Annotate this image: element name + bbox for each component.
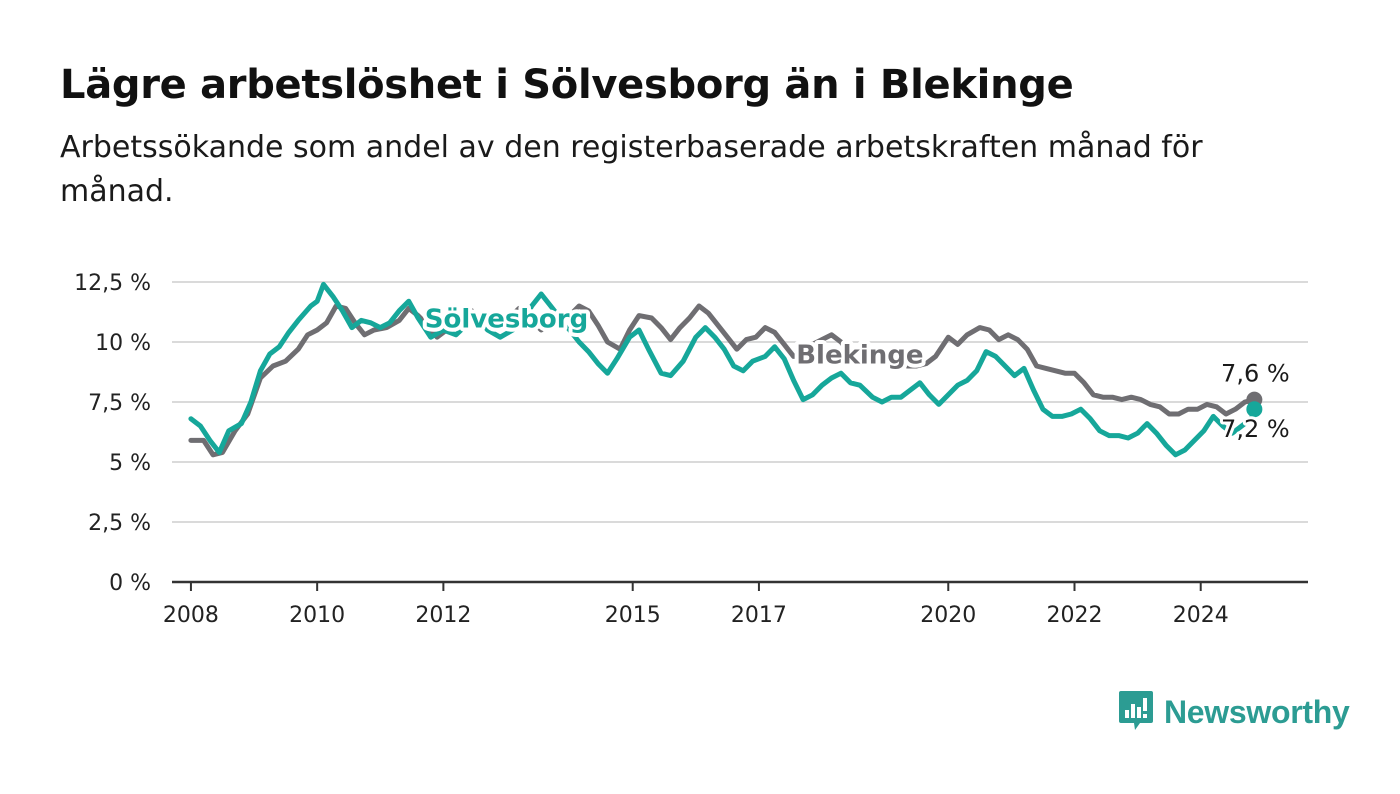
newsworthy-brand: Newsworthy	[1118, 690, 1350, 734]
series-label-blekinge: Blekinge	[796, 341, 923, 371]
end-value-label-solvesborg: 7,2 %	[1221, 415, 1290, 443]
y-tick-label: 10 %	[95, 331, 151, 356]
x-tick-label: 2008	[163, 603, 219, 628]
series-lines	[188, 281, 1263, 458]
end-value-label-blekinge: 7,6 %	[1221, 360, 1290, 388]
x-tick-label: 2012	[415, 603, 471, 628]
end-point-solvesborg	[1246, 401, 1263, 418]
series-labels: Blekinge 7,6 % Sölvesborg 7,2 %	[421, 301, 1293, 447]
x-axis: 2008 2010 2012 2015 2017 2020 2022 2024	[163, 580, 1308, 628]
x-tick-label: 2020	[920, 603, 976, 628]
chart-title: Lägre arbetslöshet i Sölvesborg än i Ble…	[60, 62, 1074, 108]
gridlines	[172, 281, 1308, 523]
newsworthy-logo-icon	[1119, 691, 1153, 730]
y-tick-label: 7,5 %	[88, 391, 151, 416]
x-tick-label: 2010	[289, 603, 345, 628]
series-line-solvesborg	[188, 281, 1257, 458]
y-tick-label: 0 %	[109, 571, 151, 596]
x-tick-label: 2017	[731, 603, 787, 628]
y-axis-tick-labels: 0 % 2,5 % 5 % 7,5 % 10 % 12,5 %	[74, 271, 151, 596]
brand-name: Newsworthy	[1164, 693, 1350, 730]
chart-subtitle: Arbetssökande som andel av den registerb…	[60, 130, 1203, 209]
x-tick-label: 2015	[605, 603, 661, 628]
y-tick-label: 12,5 %	[74, 271, 151, 296]
x-tick-label: 2024	[1173, 603, 1229, 628]
y-tick-label: 5 %	[109, 451, 151, 476]
series-label-solvesborg: Sölvesborg	[425, 305, 588, 335]
y-tick-label: 2,5 %	[88, 511, 151, 536]
x-tick-label: 2022	[1046, 603, 1102, 628]
